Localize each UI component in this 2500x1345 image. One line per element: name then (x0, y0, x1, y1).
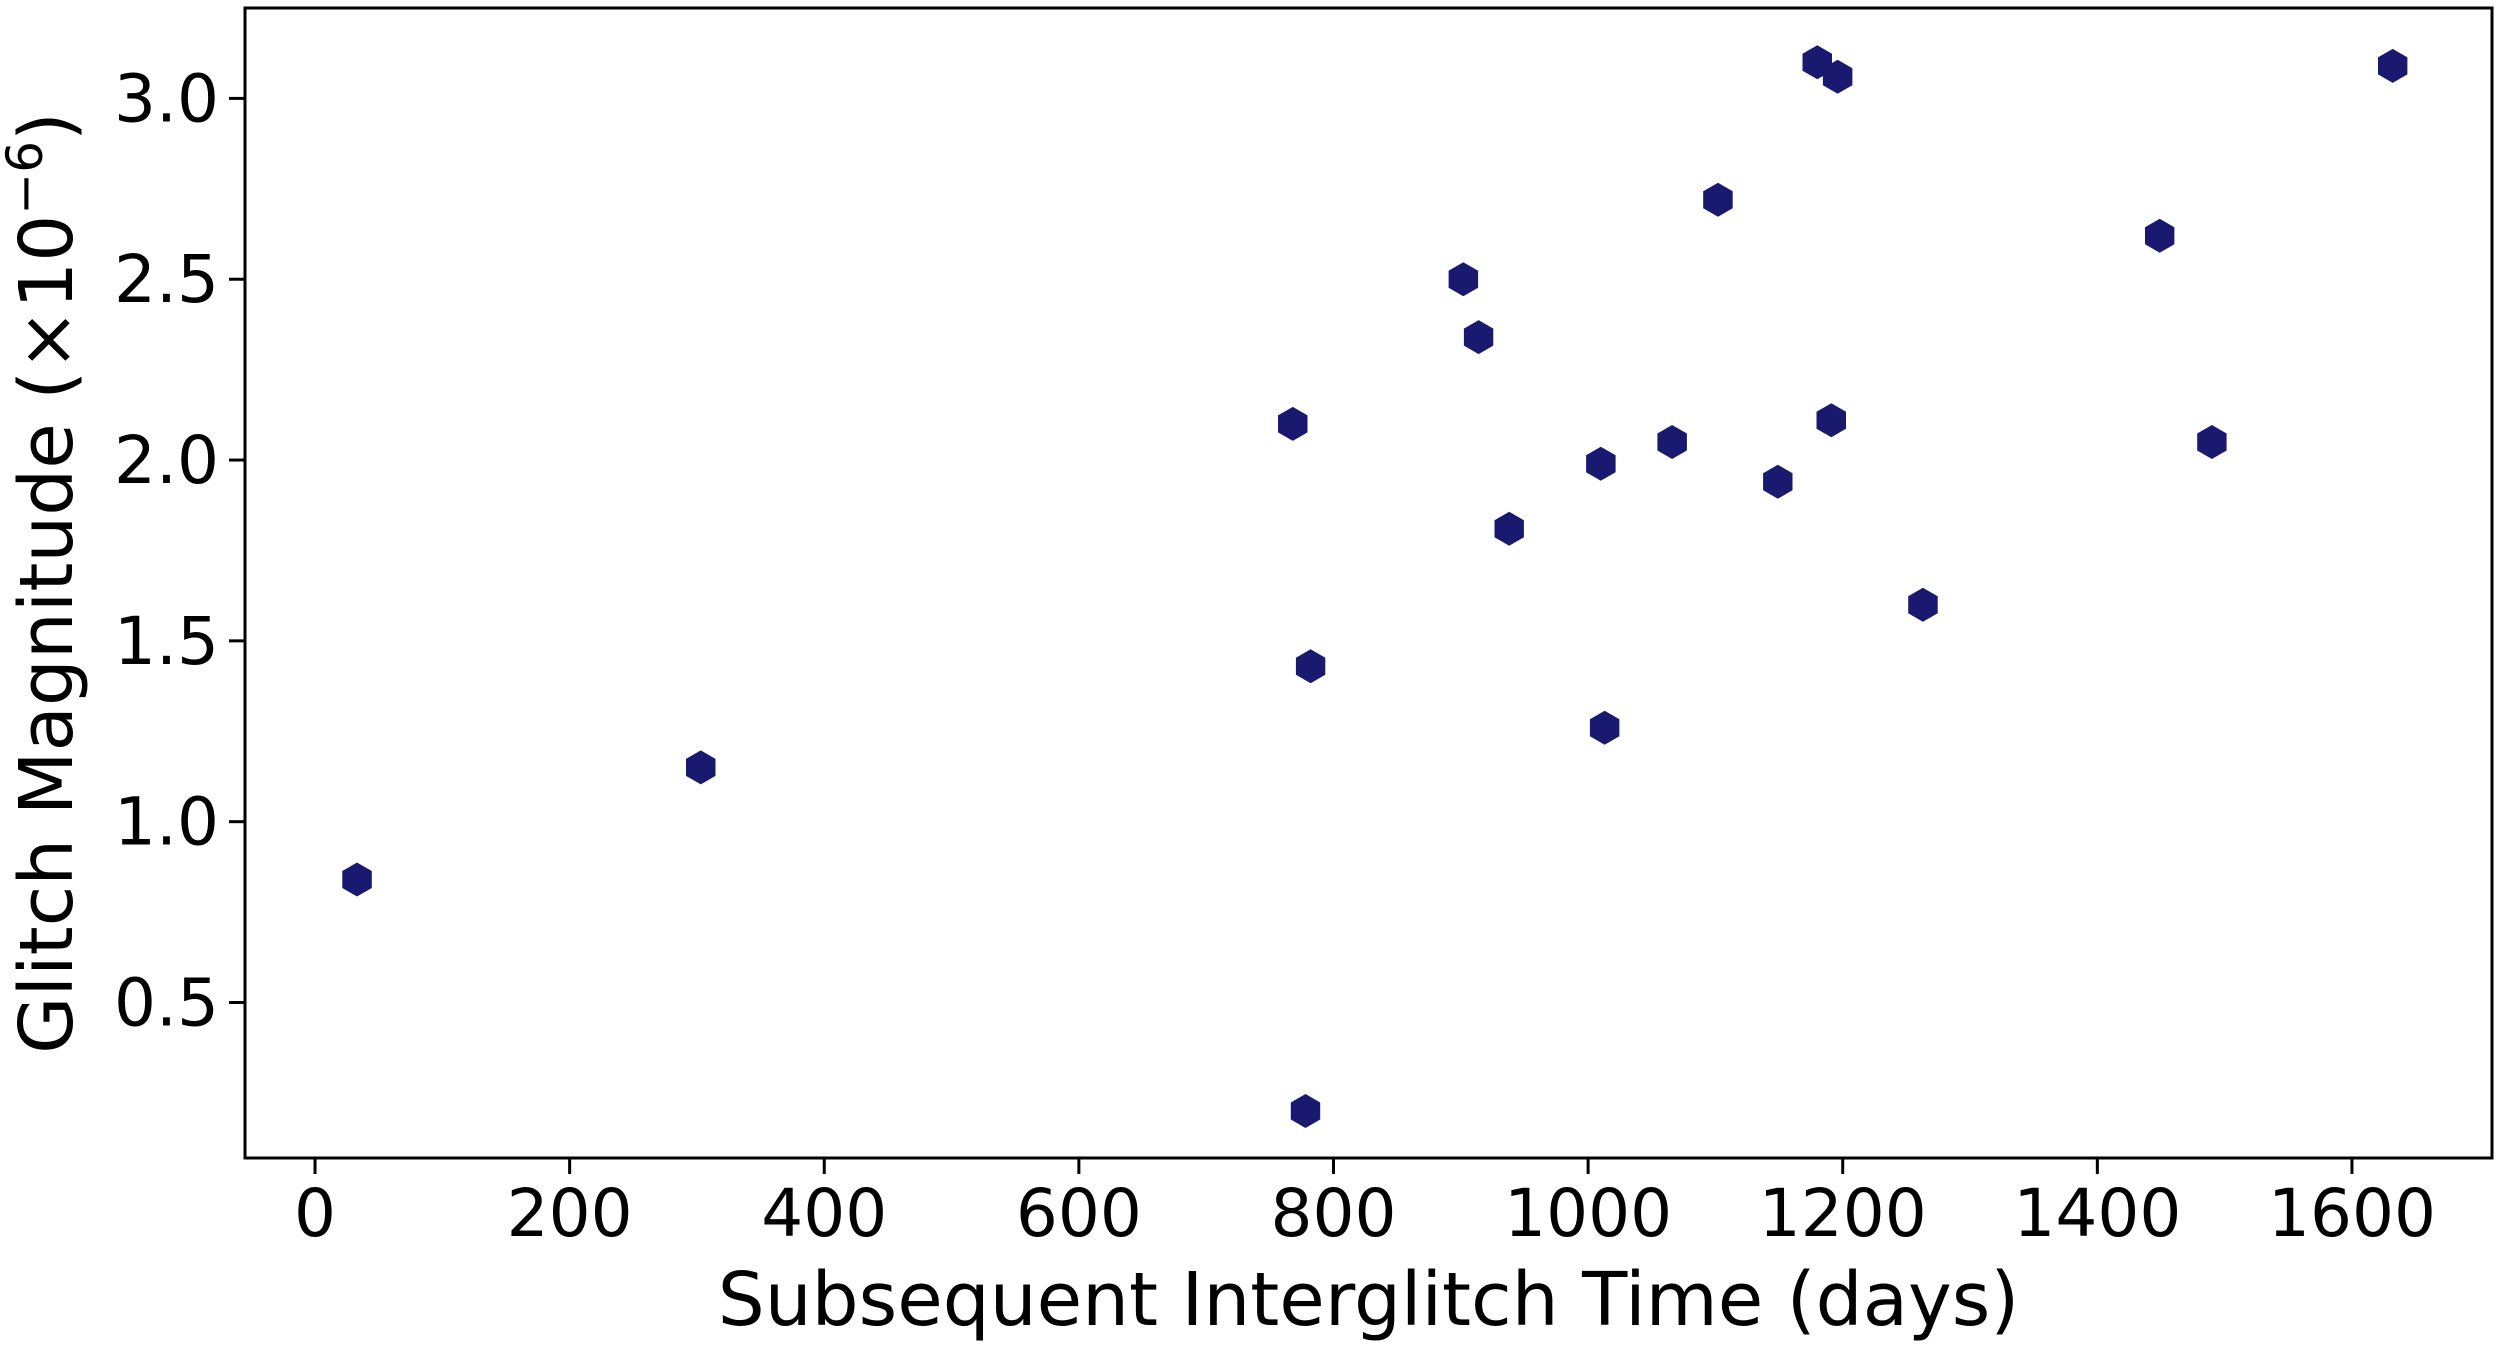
plot-frame (243, 6, 2494, 1160)
data-point (1295, 649, 1326, 684)
y-tick-label: 1.5 (114, 603, 219, 680)
y-tick-label: 2.0 (114, 422, 219, 499)
x-tick-label: 400 (761, 1175, 887, 1252)
y-axis-label: Glitch Magnitude (×10−6) (0, 112, 90, 1054)
x-tick-label: 200 (507, 1175, 633, 1252)
data-point (2145, 218, 2175, 253)
data-point (1290, 1094, 1321, 1128)
data-point (1278, 406, 1308, 441)
data-point (1908, 587, 1938, 622)
x-tick-label: 600 (1016, 1175, 1142, 1252)
data-point (1586, 446, 1616, 481)
data-point (1703, 182, 1733, 217)
data-point (1448, 262, 1479, 297)
y-axis-label-close: ) (4, 112, 90, 141)
data-point (686, 750, 716, 785)
y-axis-label-exponent: −6 (0, 141, 54, 215)
data-point (2378, 48, 2408, 83)
x-tick-label: 800 (1270, 1175, 1396, 1252)
y-tick-label: 1.0 (114, 784, 219, 861)
x-tick-label: 0 (294, 1175, 336, 1252)
y-tick-label: 2.5 (114, 241, 219, 318)
data-point (1463, 320, 1494, 355)
data-point (1822, 59, 1853, 94)
data-point (1816, 403, 1846, 438)
axis-ticks: 0 200 400 600 800 1000 1200 1400 1600 0.5 1.0 1.5 2.… (114, 60, 2436, 1252)
data-points (342, 45, 2408, 1128)
y-tick-label: 0.5 (114, 964, 219, 1041)
x-tick-label: 1400 (2013, 1175, 2181, 1252)
data-point (1763, 464, 1793, 499)
data-point (342, 862, 372, 897)
data-point (2197, 425, 2227, 459)
x-tick-label: 1000 (1504, 1175, 1672, 1252)
data-point (1494, 511, 1524, 546)
data-point (1657, 425, 1687, 459)
x-axis-label: Subsequent Interglitch Time (days) (718, 1257, 2019, 1343)
x-tick-label: 1200 (1759, 1175, 1927, 1252)
y-tick-label: 3.0 (114, 60, 219, 137)
y-axis-label-text: Glitch Magnitude (×10 (4, 215, 90, 1054)
data-point (1589, 710, 1620, 745)
x-tick-label: 1600 (2268, 1175, 2436, 1252)
